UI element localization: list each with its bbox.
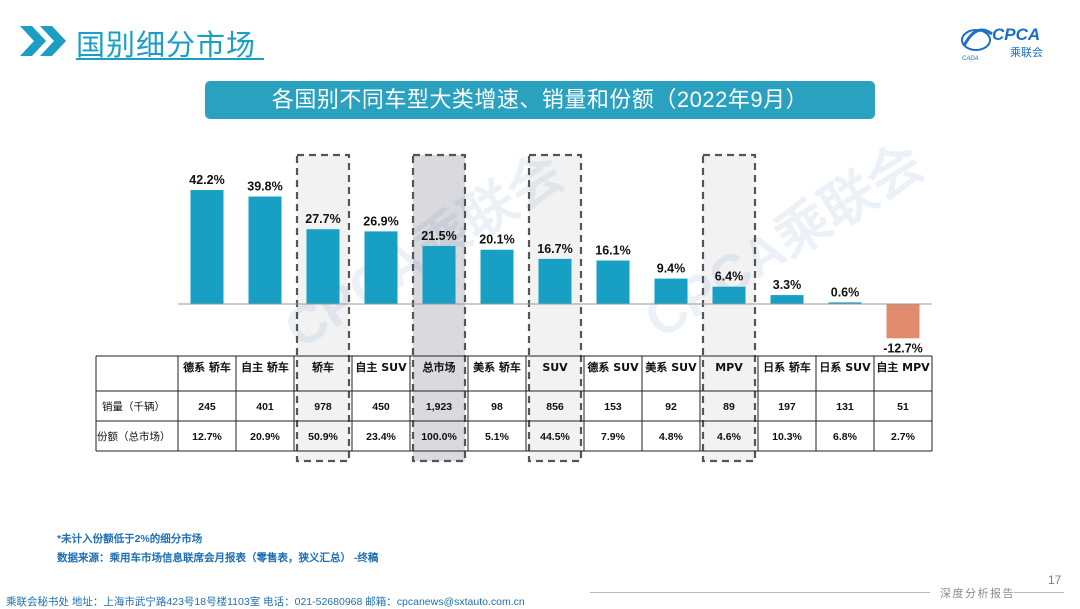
footnotes: *未计入份额低于2%的细分市场 数据来源：乘用车市场信息联席会月报表（零售表，狭…: [57, 530, 378, 568]
footnote-note: *未计入份额低于2%的细分市场: [57, 533, 203, 545]
table-cell-0-12: 51: [897, 401, 909, 413]
table-header-6: SUV: [542, 361, 568, 374]
footer-bar: [0, 592, 585, 608]
bar-11: [828, 302, 862, 304]
bar-10: [770, 295, 804, 304]
chart-title-banner: 各国别不同车型大类增速、销量和份额（2022年9月）: [205, 81, 875, 119]
value-label-6: 16.7%: [537, 242, 572, 256]
table-cell-1-7: 7.9%: [601, 431, 626, 443]
bar-9: [712, 286, 746, 304]
table-header-1: 自主 轿车: [241, 360, 289, 374]
table-header-2: 轿车: [312, 360, 334, 374]
title-underline: [76, 58, 264, 60]
table-cell-1-10: 10.3%: [772, 431, 802, 443]
table-cell-1-5: 5.1%: [485, 431, 510, 443]
table-cell-0-6: 856: [546, 401, 564, 413]
value-label-4: 21.5%: [421, 229, 456, 243]
table-cell-1-1: 20.9%: [250, 431, 280, 443]
table-cell-0-1: 401: [256, 401, 274, 413]
table-cell-0-11: 131: [836, 401, 854, 413]
bar-4: [422, 245, 456, 304]
value-label-8: 9.4%: [657, 262, 686, 276]
bar-8: [654, 278, 688, 304]
table-cell-0-10: 197: [778, 401, 796, 413]
highlight-box-9: [701, 153, 757, 463]
data-table: 德系 轿车 自主 轿车 轿车 自主 SUV 总市场 美系 轿车 SUV 德系 SUV 美系 SU…: [95, 355, 933, 452]
table-cell-1-6: 44.5%: [540, 431, 570, 443]
bar-0: [190, 190, 224, 304]
table-cell-0-4: 1,923: [426, 401, 452, 413]
bar-5: [480, 249, 514, 304]
table-cell-1-0: 12.7%: [192, 431, 222, 443]
table-header-5: 美系 轿车: [473, 360, 521, 374]
footnote-source: 数据来源：乘用车市场信息联席会月报表（零售表，狭义汇总） -终稿: [57, 552, 379, 564]
bar-2: [306, 229, 340, 304]
bar-7: [596, 260, 630, 304]
value-label-9: 6.4%: [715, 270, 744, 284]
table-cell-0-5: 98: [491, 401, 503, 413]
logo-text-small: CADA: [962, 56, 979, 62]
table-header-0: 德系 轿车: [182, 360, 231, 374]
value-label-2: 27.7%: [305, 212, 340, 226]
bar-3: [364, 231, 398, 304]
table-header-4: 总市场: [423, 360, 456, 374]
table-cell-1-4: 100.0%: [421, 431, 457, 443]
bar-12: [886, 304, 920, 339]
table-cell-1-2: 50.9%: [308, 431, 338, 443]
footer-contact: 乘联会秘书处 地址：上海市武宁路423号18号楼1103室 电话：021-526…: [6, 596, 525, 608]
table-cell-0-7: 153: [604, 401, 622, 413]
logo-text-main: CPCA: [992, 25, 1040, 44]
bars: [190, 190, 920, 339]
chevron-double-icon: [20, 26, 66, 56]
highlight-box-2: [295, 153, 351, 463]
table-cell-0-3: 450: [372, 401, 390, 413]
table-cell-1-11: 6.8%: [833, 431, 858, 443]
value-labels: 42.2% 39.8% 27.7% 26.9% 21.5% 20.1% 16.7% 16.1%…: [189, 173, 923, 355]
footer-rule-left: [590, 592, 930, 593]
value-label-10: 3.3%: [773, 278, 802, 292]
table-header-3: 自主 SUV: [355, 360, 407, 374]
cpca-logo: CPCA 乘联会 CADA: [961, 25, 1043, 62]
table-header-9: MPV: [715, 361, 743, 374]
table-header-11: 日系 SUV: [819, 360, 871, 374]
table-cell-0-2: 978: [314, 401, 332, 413]
value-label-3: 26.9%: [363, 214, 398, 228]
page-title: 国别细分市场: [76, 30, 257, 62]
table-header-8: 美系 SUV: [645, 360, 697, 374]
page-number: 17: [1048, 573, 1062, 587]
highlight-box-4: [411, 153, 467, 463]
logo-text-sub: 乘联会: [1010, 46, 1043, 59]
highlight-boxes: [295, 153, 757, 463]
table-header-12: 自主 MPV: [876, 360, 930, 374]
table-row-label-0: 销量（千辆）: [102, 400, 165, 413]
value-label-11: 0.6%: [831, 285, 860, 299]
table-cell-0-9: 89: [723, 401, 735, 413]
table-cell-1-12: 2.7%: [891, 431, 916, 443]
table-cell-1-3: 23.4%: [366, 431, 396, 443]
bar-1: [248, 196, 282, 304]
table-row-label-1: 份额（总市场）: [97, 430, 171, 443]
table-header-7: 德系 SUV: [586, 360, 639, 374]
value-label-12: -12.7%: [883, 341, 923, 355]
bar-6: [538, 258, 572, 304]
table-cell-1-8: 4.8%: [659, 431, 684, 443]
table-cell-0-8: 92: [665, 401, 677, 413]
value-label-7: 16.1%: [595, 244, 630, 258]
table-cell-0-0: 245: [198, 401, 216, 413]
value-label-1: 39.8%: [247, 180, 282, 194]
report-label: 深度分析报告: [940, 587, 1015, 600]
value-label-0: 42.2%: [189, 173, 224, 187]
footer-rule-right: [1014, 592, 1064, 593]
value-label-5: 20.1%: [479, 233, 514, 247]
table-header-10: 日系 轿车: [763, 360, 811, 374]
highlight-box-6: [527, 153, 583, 463]
table-cell-1-9: 4.6%: [717, 431, 742, 443]
